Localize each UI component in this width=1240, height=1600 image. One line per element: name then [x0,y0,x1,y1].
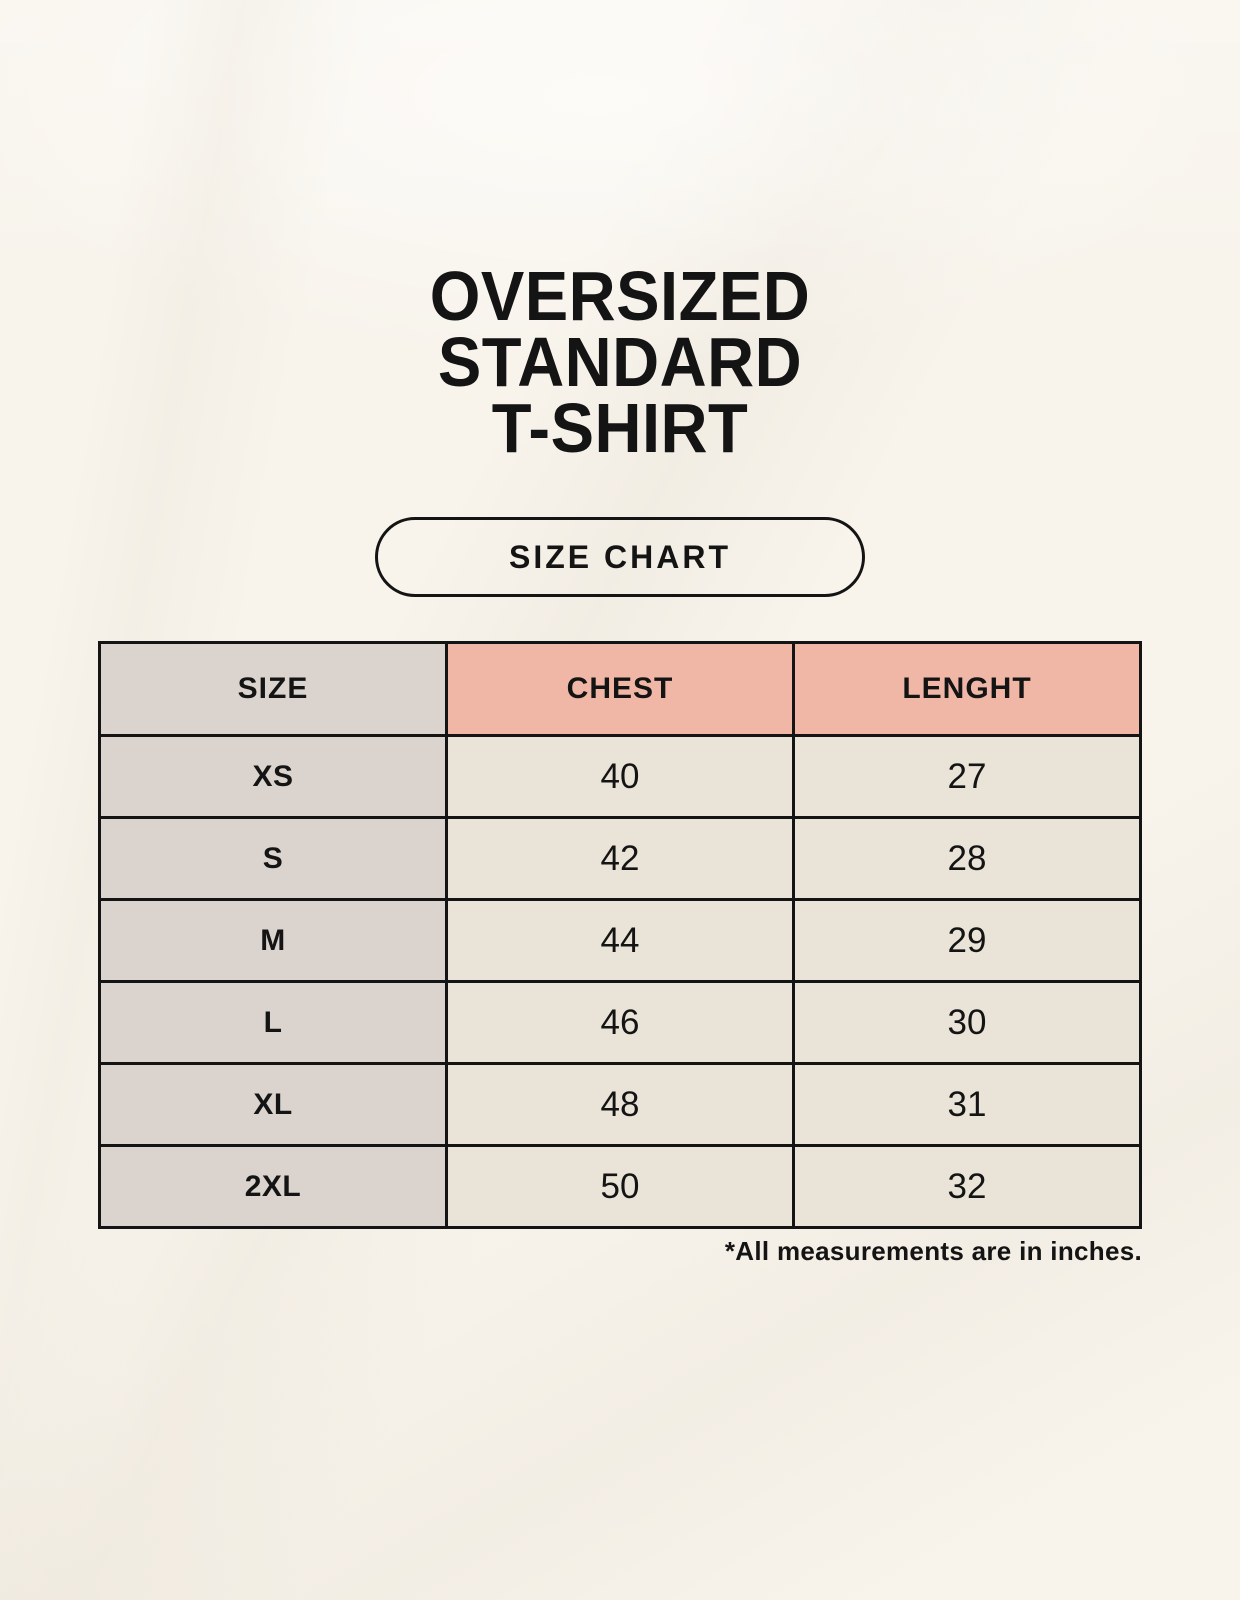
title-line-1: OVERSIZED [429,257,811,335]
size-chart-button[interactable]: SIZE CHART [375,517,865,597]
title-line-3: T-SHIRT [491,388,749,467]
header-cell-length: LENGHT [792,641,1142,737]
table-header-row: SIZE CHEST LENGHT [98,641,1142,737]
header-cell-size: SIZE [98,641,448,737]
chest-cell: 48 [445,1062,795,1147]
chest-cell: 42 [445,816,795,901]
measurements-footnote: *All measurements are in inches. [724,1236,1142,1266]
length-cell: 29 [792,898,1142,983]
length-cell: 28 [792,816,1142,901]
size-cell: 2XL [98,1144,448,1229]
table-row-s: S 42 28 [98,816,1142,901]
table-row-xs: XS 40 27 [98,734,1142,819]
size-table: SIZE CHEST LENGHT XS 40 27 S 42 28 M 44 … [98,641,1142,1229]
header-cell-chest: CHEST [445,641,795,737]
title-line-2: STANDARD [437,322,803,401]
chest-cell: 44 [445,898,795,983]
length-cell: 27 [792,734,1142,819]
size-cell: XS [98,734,448,819]
length-cell: 32 [792,1144,1142,1229]
size-cell: L [98,980,448,1065]
chest-cell: 46 [445,980,795,1065]
length-cell: 31 [792,1062,1142,1147]
page-title: OVERSIZED STANDARD T-SHIRT [43,257,1196,467]
table-row-l: L 46 30 [98,980,1142,1065]
size-cell: XL [98,1062,448,1147]
table-row-xl: XL 48 31 [98,1062,1142,1147]
size-cell: M [98,898,448,983]
size-cell: S [98,816,448,901]
table-row-2xl: 2XL 50 32 [98,1144,1142,1229]
chest-cell: 50 [445,1144,795,1229]
size-chart-button-label: SIZE CHART [509,538,731,575]
length-cell: 30 [792,980,1142,1065]
table-row-m: M 44 29 [98,898,1142,983]
chest-cell: 40 [445,734,795,819]
